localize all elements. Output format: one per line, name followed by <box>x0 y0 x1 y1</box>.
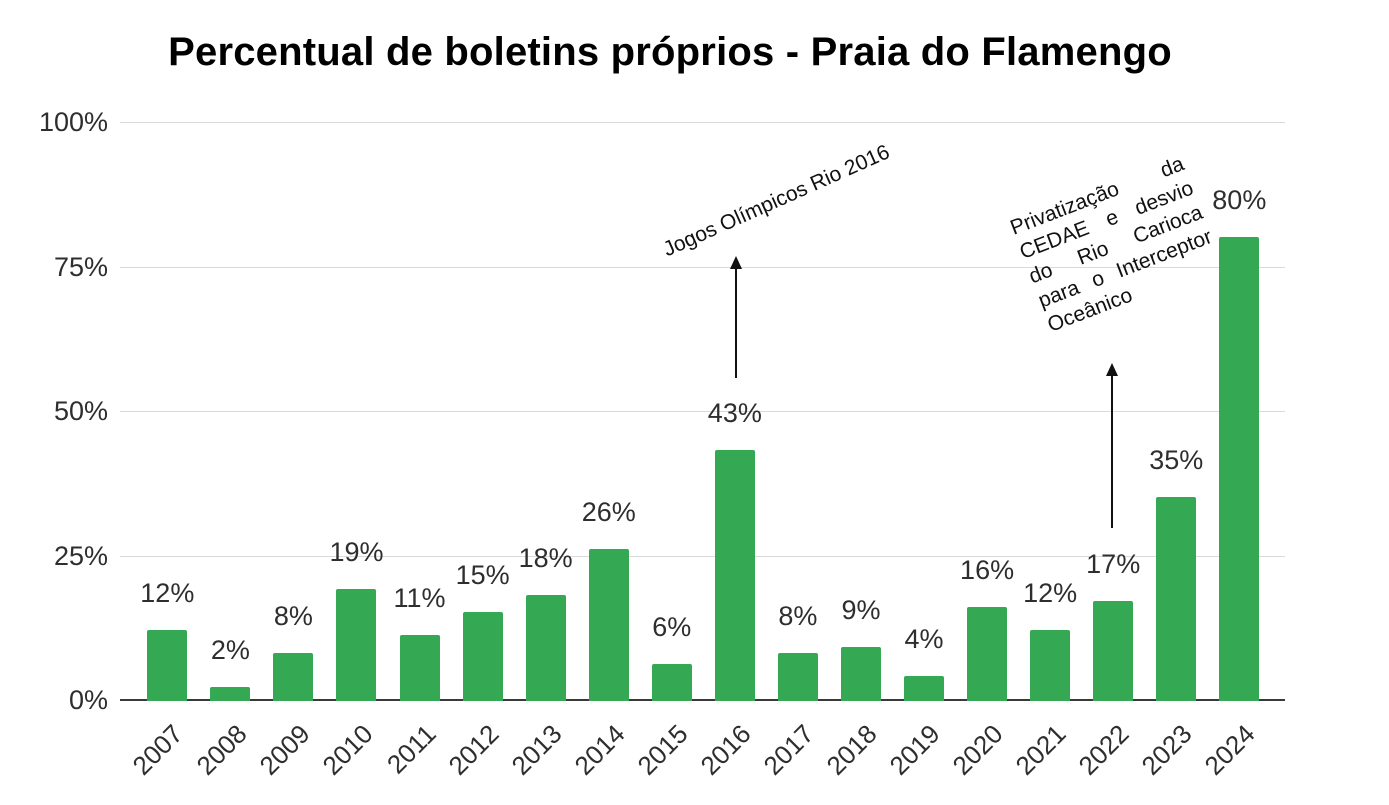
bar-2015 <box>651 664 692 701</box>
value-label-2010: 19% <box>329 537 384 568</box>
bar-2010 <box>336 589 377 701</box>
bar-2022 <box>1093 600 1134 701</box>
x-tick-2019: 2019 <box>883 718 946 781</box>
x-tick-2015: 2015 <box>631 718 694 781</box>
bar-2021 <box>1030 629 1071 701</box>
value-label-2008: 2% <box>210 635 250 666</box>
x-tick-2024: 2024 <box>1199 718 1262 781</box>
arrow-shaft <box>735 269 737 378</box>
value-label-2023: 35% <box>1149 444 1204 475</box>
y-tick-25: 25% <box>53 540 108 571</box>
bar-2017 <box>777 652 818 701</box>
x-tick-2013: 2013 <box>505 718 568 781</box>
value-label-2012: 15% <box>455 560 510 591</box>
bar-2011 <box>399 635 440 701</box>
y-tick-100: 100% <box>38 107 108 137</box>
y-tick-75: 75% <box>53 251 108 282</box>
value-label-2013: 18% <box>518 542 573 573</box>
bar-2012 <box>462 612 503 701</box>
x-tick-2007: 2007 <box>126 718 190 781</box>
annotation-arrow-olympics-icon <box>729 256 743 378</box>
value-label-2021: 12% <box>1023 577 1078 608</box>
gridline-50 <box>120 411 1285 412</box>
arrow-shaft <box>1111 376 1113 528</box>
gridline-0 <box>120 699 1285 701</box>
x-tick-2022: 2022 <box>1072 718 1136 781</box>
value-label-2009: 8% <box>273 600 313 631</box>
y-tick-0: 0% <box>68 685 108 715</box>
arrow-head-icon <box>730 256 742 269</box>
value-label-2016: 43% <box>707 398 762 429</box>
x-tick-2017: 2017 <box>757 718 820 781</box>
value-label-2020: 16% <box>960 554 1015 585</box>
x-tick-2023: 2023 <box>1135 718 1199 781</box>
annotation-arrow-cedae-icon <box>1105 363 1119 528</box>
value-label-2019: 4% <box>904 623 944 654</box>
x-tick-2012: 2012 <box>442 718 505 781</box>
bar-2009 <box>273 652 314 701</box>
bar-2016 <box>714 450 755 701</box>
x-tick-2014: 2014 <box>568 718 631 781</box>
value-label-2015: 6% <box>652 612 692 643</box>
bar-2014 <box>588 548 629 701</box>
value-label-2007: 12% <box>140 577 195 608</box>
bar-2023 <box>1156 496 1197 701</box>
value-label-2018: 9% <box>841 594 881 625</box>
chart-title: Percentual de boletins próprios - Praia … <box>168 30 1172 74</box>
x-tick-2018: 2018 <box>820 718 883 781</box>
gridline-75 <box>120 266 1285 268</box>
value-label-2022: 17% <box>1086 548 1141 579</box>
x-tick-2021: 2021 <box>1009 718 1072 781</box>
gridline-100 <box>120 122 1285 123</box>
bar-2008 <box>210 687 251 701</box>
plot-area: 12% 2007 2% 2008 8% 2009 19% 2010 11% 2011 15% 2012… <box>120 122 1285 781</box>
value-label-2014: 26% <box>581 496 636 527</box>
arrow-head-icon <box>1106 363 1118 376</box>
bar-2019 <box>904 675 945 701</box>
bar-2013 <box>525 594 566 701</box>
x-tick-2009: 2009 <box>253 718 316 781</box>
value-label-2024: 80% <box>1212 184 1267 215</box>
x-tick-2016: 2016 <box>694 718 757 781</box>
bar-2024 <box>1219 236 1260 701</box>
x-tick-2020: 2020 <box>946 718 1009 781</box>
x-tick-2011: 2011 <box>380 718 442 780</box>
bar-2018 <box>840 646 881 701</box>
bar-2007 <box>147 629 188 701</box>
value-label-2017: 8% <box>778 600 818 631</box>
bar-2020 <box>967 606 1008 701</box>
x-tick-2008: 2008 <box>190 718 253 781</box>
value-label-2011: 11% <box>393 583 446 614</box>
y-tick-50: 50% <box>53 396 108 426</box>
gridline-25 <box>120 555 1285 557</box>
x-tick-2010: 2010 <box>316 718 379 781</box>
